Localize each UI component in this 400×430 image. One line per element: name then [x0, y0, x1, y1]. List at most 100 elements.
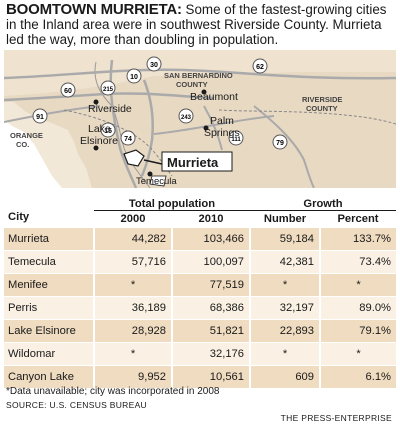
cell-growth-percent: 79.1% — [320, 319, 396, 343]
publisher-credit: THE PRESS-ENTERPRISE — [280, 413, 392, 423]
county-line — [218, 109, 396, 125]
label-murrieta: Murrieta — [167, 155, 219, 170]
header-number: Number — [263, 213, 307, 225]
population-table-wrap: City Total population Growth 2000 2010 N… — [4, 196, 396, 389]
cell-growth-percent: * — [320, 273, 396, 297]
cell-city: Murrieta — [4, 227, 95, 251]
label-orange-2: CO. — [16, 140, 29, 149]
shield-91-label: 91 — [36, 114, 44, 121]
shield-243-icon: 243 — [178, 108, 194, 124]
shield-215-icon: 215 — [100, 80, 116, 96]
cell-growth-percent: 6.1% — [320, 365, 396, 389]
cell-city: Wildomar — [4, 342, 95, 366]
shield-74-icon: 74 — [120, 130, 136, 146]
shield-60-icon: 60 — [60, 82, 76, 98]
label-beaumont: Beaumont — [190, 91, 238, 103]
murrieta-pointer — [143, 159, 163, 165]
headline-text: Some of the fastest-growing cities in th… — [6, 2, 387, 47]
cell-pop-2010: 100,097 — [172, 250, 251, 274]
table-row: Perris 36,189 68,386 32,197 89.0% — [4, 296, 396, 320]
header-total-population: Total population — [94, 196, 250, 211]
cell-city: Perris — [4, 296, 95, 320]
cell-pop-2000: 36,189 — [94, 296, 173, 320]
header-growth: Growth — [250, 196, 396, 211]
header-percent: Percent — [337, 213, 379, 225]
shield-60-label: 60 — [64, 88, 72, 95]
county-line-orange — [63, 109, 173, 177]
label-palm: Palm — [210, 115, 234, 127]
cell-growth-number: 609 — [250, 365, 321, 389]
cell-growth-number: 59,184 — [250, 227, 321, 251]
shield-30-label: 30 — [150, 62, 158, 69]
cell-growth-percent: * — [320, 342, 396, 366]
murrieta-callout: Murrieta — [161, 151, 233, 172]
cell-growth-number: 32,197 — [250, 296, 321, 320]
cell-city: Temecula — [4, 250, 95, 274]
freeway-215 — [140, 79, 154, 177]
freeway-10 — [4, 68, 396, 80]
cell-pop-2010: 103,466 — [172, 227, 251, 251]
cell-growth-percent: 89.0% — [320, 296, 396, 320]
table-header-row-1: City Total population Growth — [4, 196, 396, 223]
shield-62-icon: 62 — [252, 58, 268, 74]
region-map: 30 10 62 60 215 91 15 74 243 111 79 SAN … — [4, 50, 396, 188]
cell-pop-2000: 44,282 — [94, 227, 173, 251]
header-2000: 2000 — [120, 213, 146, 225]
shield-15-icon: 15 — [100, 122, 116, 138]
palm-springs-dot — [203, 125, 209, 131]
table-row: Canyon Lake 9,952 10,561 609 6.1% — [4, 365, 396, 389]
label-riverside: Riverside — [88, 103, 132, 115]
cell-growth-percent: 133.7% — [320, 227, 396, 251]
cell-pop-2000: 57,716 — [94, 250, 173, 274]
label-sb-county: COUNTY — [176, 80, 208, 89]
header-2010: 2010 — [198, 213, 224, 225]
beaumont-dot — [201, 89, 207, 95]
cell-growth-number: * — [250, 273, 321, 297]
cell-city: Canyon Lake — [4, 365, 95, 389]
cell-growth-number: * — [250, 342, 321, 366]
label-orange-1: ORANGE — [10, 131, 43, 140]
shield-15-label: 15 — [104, 128, 112, 135]
label-riverside-county-2: COUNTY — [306, 104, 338, 113]
shield-79-icon: 79 — [272, 134, 288, 150]
table-row: Lake Elsinore 28,928 51,821 22,893 79.1% — [4, 319, 396, 343]
shield-10-label: 10 — [130, 74, 138, 81]
label-elsinore: Elsinore — [80, 135, 118, 147]
shield-243-label: 243 — [181, 115, 192, 121]
shield-215-label: 215 — [103, 87, 114, 93]
shield-91-icon: 91 — [32, 108, 48, 124]
population-table: City Total population Growth 2000 2010 N… — [4, 196, 396, 389]
cell-pop-2010: 51,821 — [172, 319, 251, 343]
riverside-dot — [93, 99, 99, 105]
shield-79-label: 79 — [276, 140, 284, 147]
label-springs: Springs — [204, 127, 240, 139]
cell-pop-2010: 77,519 — [172, 273, 251, 297]
cell-city: Menifee — [4, 273, 95, 297]
cell-growth-number: 22,893 — [250, 319, 321, 343]
lake-elsinore-dot — [93, 145, 99, 151]
highway-243 — [203, 105, 223, 151]
cell-pop-2000: 9,952 — [94, 365, 173, 389]
cell-pop-2010: 10,561 — [172, 365, 251, 389]
label-san-bernardino: SAN BERNARDINO — [164, 71, 233, 80]
cell-growth-percent: 73.4% — [320, 250, 396, 274]
shield-30-icon: 30 — [146, 56, 162, 72]
cell-pop-2000: * — [94, 342, 173, 366]
label-riverside-county-1: RIVERSIDE — [302, 95, 342, 104]
source-line: SOURCE: U.S. CENSUS BUREAU — [6, 400, 147, 410]
highway-111 — [253, 105, 315, 188]
shield-111-label: 111 — [231, 137, 241, 143]
shield-74-label: 74 — [124, 136, 132, 143]
cell-growth-number: 42,381 — [250, 250, 321, 274]
shield-62-label: 62 — [256, 64, 264, 71]
table-row: Temecula 57,716 100,097 42,381 73.4% — [4, 250, 396, 274]
cell-pop-2000: * — [94, 273, 173, 297]
table-row: Wildomar * 32,176 * * — [4, 342, 396, 366]
label-lake: Lake — [88, 123, 111, 135]
footnote: *Data unavailable; city was incorporated… — [6, 386, 220, 397]
murrieta-boundary — [123, 149, 145, 167]
coastline-water — [4, 120, 62, 188]
headline: BOOMTOWN MURRIETA: Some of the fastest-g… — [6, 2, 396, 47]
headline-kicker: BOOMTOWN MURRIETA: — [6, 1, 182, 18]
temecula-boundary — [149, 175, 167, 187]
